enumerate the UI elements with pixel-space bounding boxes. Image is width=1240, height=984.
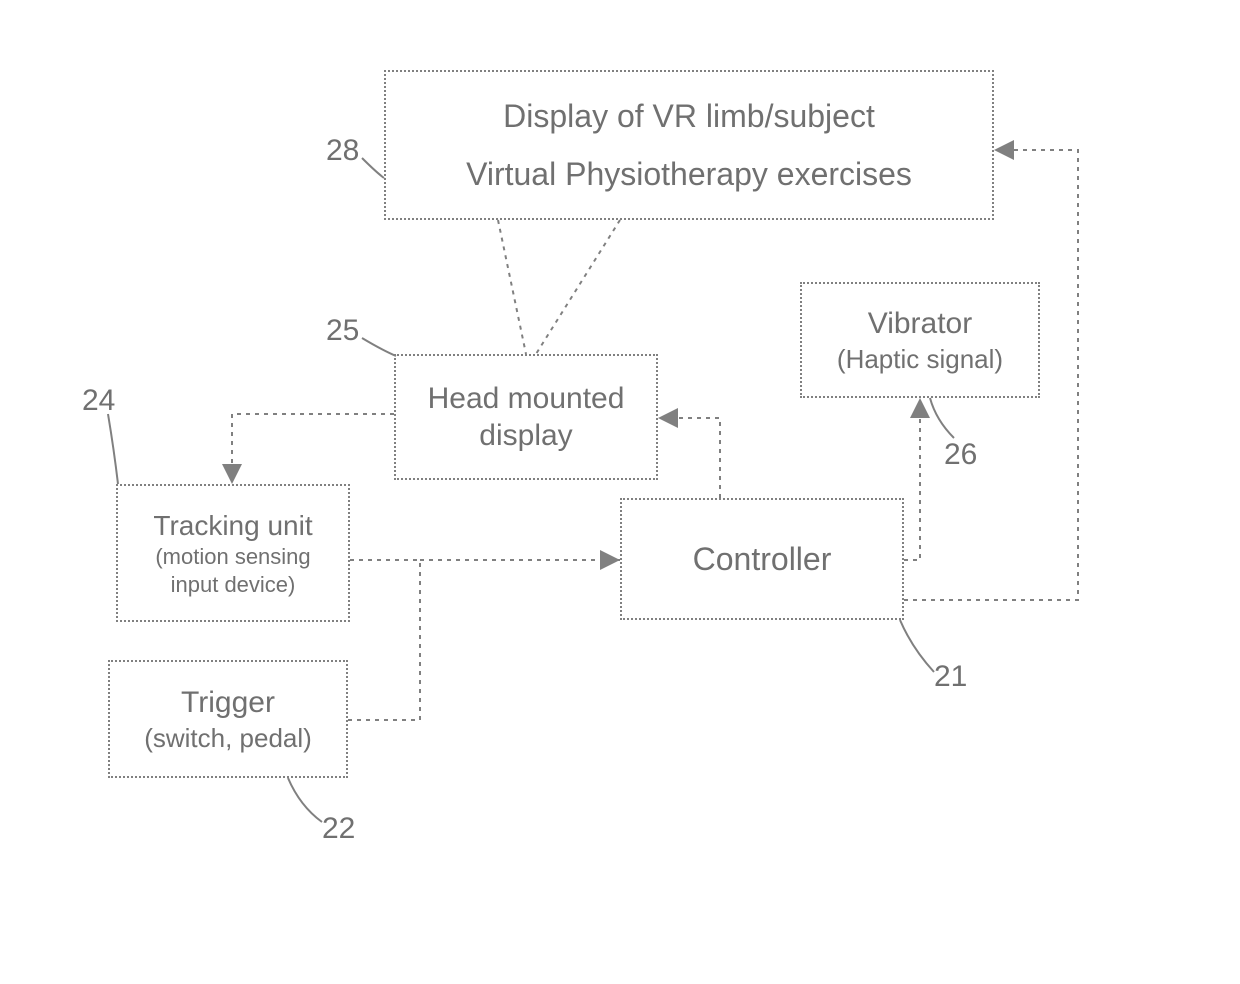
node-controller: Controller bbox=[620, 498, 904, 620]
node-display: Display of VR limb/subject Virtual Physi… bbox=[384, 70, 994, 220]
node-hmd-line1: Head mounted bbox=[428, 380, 625, 418]
node-tracking-line1: Tracking unit bbox=[153, 508, 312, 543]
node-tracking-line2: (motion sensing bbox=[155, 543, 310, 571]
node-hmd-line2: display bbox=[479, 417, 572, 455]
node-controller-line1: Controller bbox=[693, 539, 832, 579]
label-24: 24 bbox=[82, 384, 115, 418]
node-hmd: Head mounted display bbox=[394, 354, 658, 480]
node-vibrator-line1: Vibrator bbox=[868, 305, 973, 343]
node-tracking-line3: input device) bbox=[171, 571, 296, 599]
node-tracking: Tracking unit (motion sensing input devi… bbox=[116, 484, 350, 622]
label-22: 22 bbox=[322, 812, 355, 846]
node-trigger-line1: Trigger bbox=[181, 684, 275, 722]
label-21: 21 bbox=[934, 660, 967, 694]
label-25: 25 bbox=[326, 314, 359, 348]
node-trigger-line2: (switch, pedal) bbox=[144, 722, 312, 755]
label-26: 26 bbox=[944, 438, 977, 472]
diagram-canvas: Display of VR limb/subject Virtual Physi… bbox=[0, 0, 1240, 984]
node-display-line1: Display of VR limb/subject bbox=[503, 96, 875, 136]
node-vibrator: Vibrator (Haptic signal) bbox=[800, 282, 1040, 398]
label-28: 28 bbox=[326, 134, 359, 168]
node-vibrator-line2: (Haptic signal) bbox=[837, 343, 1003, 376]
node-display-line2: Virtual Physiotherapy exercises bbox=[466, 154, 912, 194]
node-trigger: Trigger (switch, pedal) bbox=[108, 660, 348, 778]
